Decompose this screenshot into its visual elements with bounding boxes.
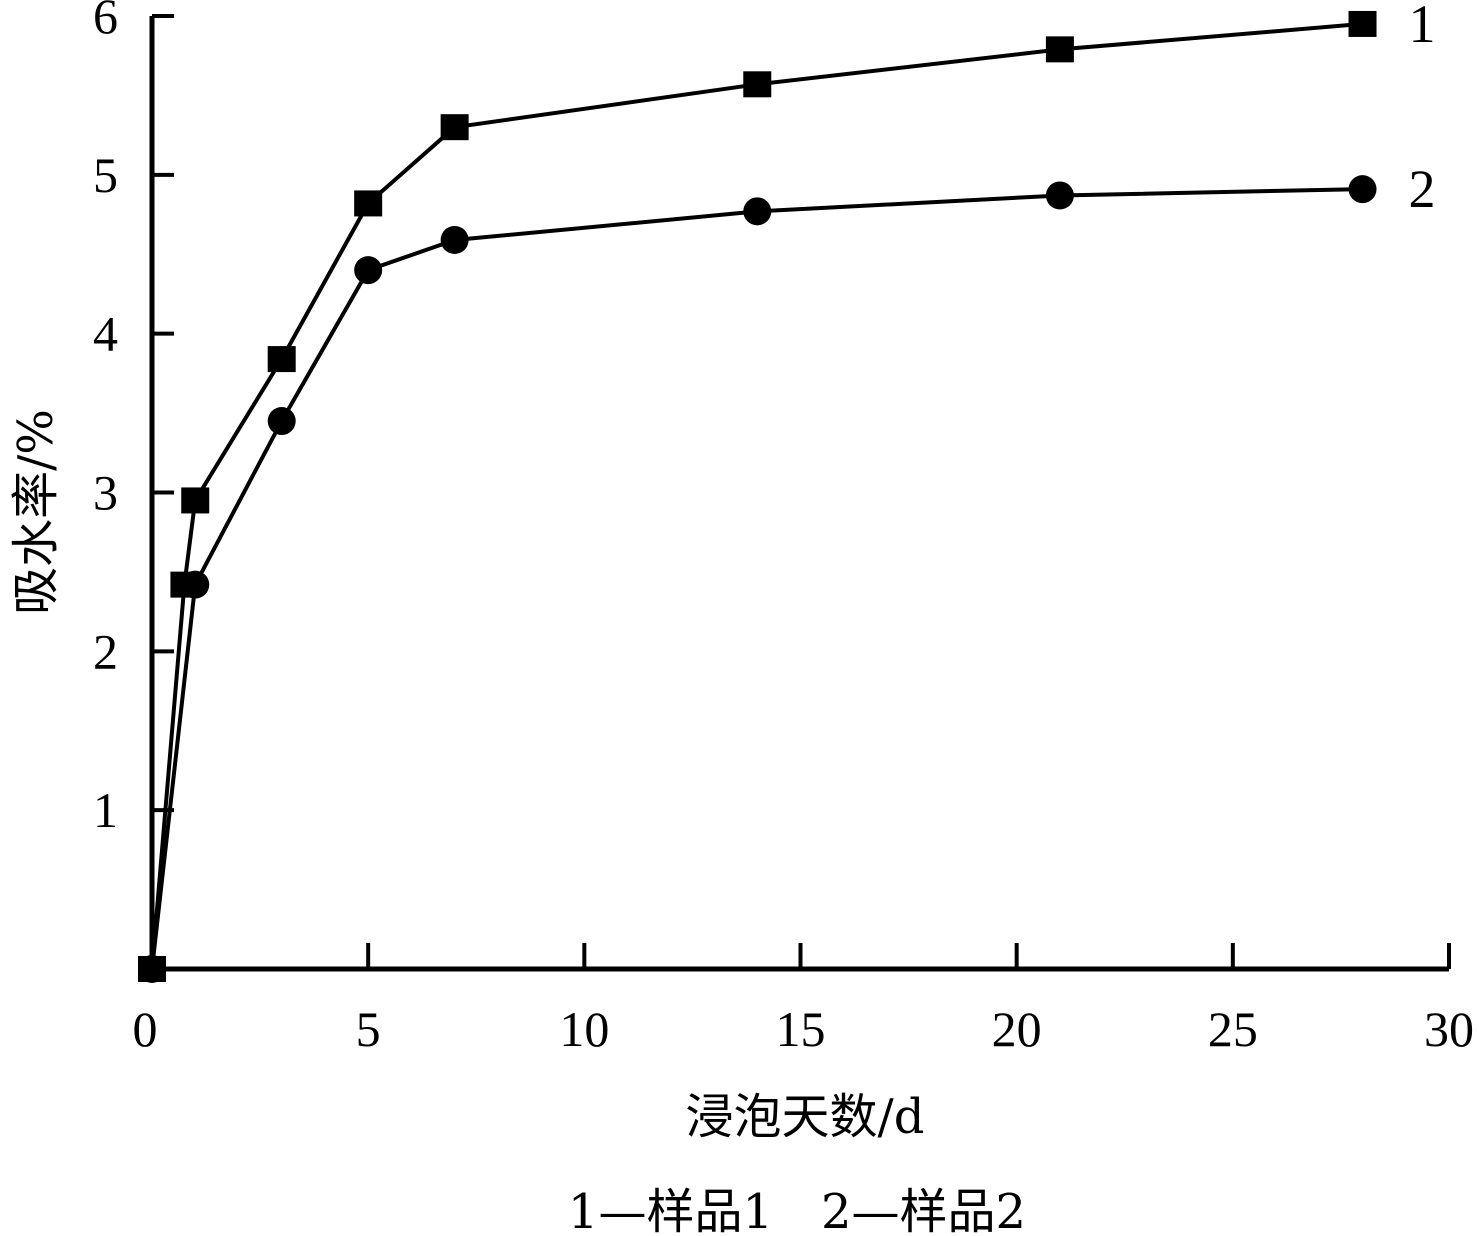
y-axis-title: 吸水率/% <box>8 409 64 615</box>
series-2-circle-point <box>138 955 166 983</box>
series-1-end-label: 1 <box>1409 0 1436 54</box>
axes <box>149 16 1449 972</box>
series-2-circle-point <box>743 197 772 226</box>
series-1-square-point <box>743 71 772 98</box>
x-tick-label: 30 <box>1424 1001 1474 1057</box>
x-ticks: 0 5 10 15 20 25 30 <box>133 943 1474 1057</box>
y-tick-label: 2 <box>93 623 118 679</box>
series-2-circle-point <box>354 256 383 285</box>
series-1-line <box>150 21 1363 970</box>
series-2-circle-point <box>181 570 210 599</box>
series-1-square-point <box>354 190 383 217</box>
x-axis-title: 浸泡天数/d <box>686 1089 925 1145</box>
series-layer: 12 <box>138 0 1436 983</box>
series-1-square-point <box>267 346 296 373</box>
y-tick-label: 1 <box>93 782 118 838</box>
x-tick-label: 15 <box>776 1001 826 1057</box>
series-1-square-point <box>440 114 469 141</box>
series-2-circle-point <box>1045 181 1074 210</box>
y-tick-label: 4 <box>93 306 118 362</box>
x-tick-label: 20 <box>992 1001 1042 1057</box>
series-2: 2 <box>138 159 1436 983</box>
series-2-circle-point <box>1348 175 1377 204</box>
series-1-square-point <box>181 487 210 514</box>
x-tick-label: 10 <box>559 1001 609 1057</box>
y-tick-label: 6 <box>93 0 118 44</box>
x-tick-label: 5 <box>356 1001 381 1057</box>
series-2-circle-point <box>267 407 296 436</box>
figure-caption: 1—样品1 2—样品2 <box>568 1184 1026 1236</box>
series-1: 1 <box>138 0 1436 982</box>
y-tick-label: 5 <box>93 147 118 203</box>
series-2-circle-point <box>440 225 469 254</box>
series-1-square-point <box>1348 10 1377 37</box>
y-ticks: 1 2 3 4 5 6 <box>93 0 174 838</box>
x-tick-label: 25 <box>1208 1001 1258 1057</box>
x-tick-label: 0 <box>133 1001 158 1057</box>
series-2-line <box>150 187 1363 970</box>
y-tick-label: 3 <box>93 465 118 521</box>
series-1-square-point <box>1045 36 1074 63</box>
series-2-end-label: 2 <box>1409 159 1436 219</box>
